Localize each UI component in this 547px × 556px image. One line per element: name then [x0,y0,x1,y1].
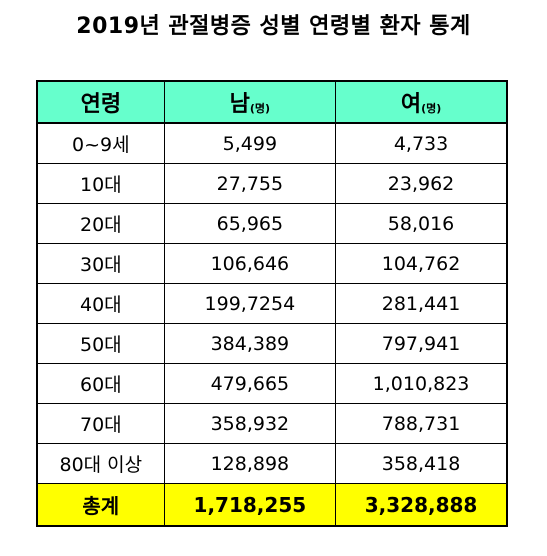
male-cell: 199,7254 [163,283,337,324]
page-title: 2019년 관절병증 성별 연령별 환자 통계 [76,14,471,39]
patient-stats-table: 연령 남(명) 여(명) 0~9세 5,499 4,733 10대 27,755… [36,80,508,527]
table-row: 30대 106,646 104,762 [36,243,508,284]
male-cell: 27,755 [163,163,337,204]
table-row: 60대 479,665 1,010,823 [36,363,508,404]
table-row: 40대 199,7254 281,441 [36,283,508,324]
male-cell: 358,932 [163,403,337,444]
female-cell: 281,441 [335,283,508,324]
table-row: 80대 이상 128,898 358,418 [36,443,508,484]
table-row: 10대 27,755 23,962 [36,163,508,204]
male-cell: 106,646 [163,243,337,284]
female-cell: 788,731 [335,403,508,444]
header-male-label: 남 [229,92,250,117]
header-age: 연령 [36,80,165,124]
age-cell: 10대 [36,163,165,204]
age-cell: 80대 이상 [36,443,165,484]
female-cell: 58,016 [335,203,508,244]
header-male-unit: (명) [249,102,271,115]
female-cell: 23,962 [335,163,508,204]
header-female-unit: (명) [421,102,442,115]
table-row: 20대 65,965 58,016 [36,203,508,244]
header-female: 여(명) [335,80,508,124]
total-row: 총계 1,718,255 3,328,888 [36,483,508,527]
age-cell: 0~9세 [36,122,165,164]
male-cell: 5,499 [163,122,337,164]
age-cell: 20대 [36,203,165,244]
age-cell: 40대 [36,283,165,324]
total-male: 1,718,255 [163,483,337,527]
male-cell: 128,898 [163,443,337,484]
female-cell: 797,941 [335,323,508,364]
table-header-row: 연령 남(명) 여(명) [36,80,508,124]
header-male: 남(명) [163,80,337,124]
female-cell: 1,010,823 [335,363,508,404]
total-female: 3,328,888 [335,483,508,527]
table-row: 0~9세 5,499 4,733 [36,122,508,164]
female-cell: 4,733 [335,122,508,164]
header-female-label: 여 [400,92,422,117]
male-cell: 384,389 [163,323,337,364]
age-cell: 50대 [36,323,165,364]
female-cell: 104,762 [335,243,508,284]
male-cell: 65,965 [163,203,337,244]
total-label: 총계 [36,483,165,527]
age-cell: 60대 [36,363,165,404]
age-cell: 30대 [36,243,165,284]
age-cell: 70대 [36,403,165,444]
table-row: 50대 384,389 797,941 [36,323,508,364]
male-cell: 479,665 [163,363,337,404]
header-age-label: 연령 [80,92,122,117]
female-cell: 358,418 [335,443,508,484]
table-row: 70대 358,932 788,731 [36,403,508,444]
